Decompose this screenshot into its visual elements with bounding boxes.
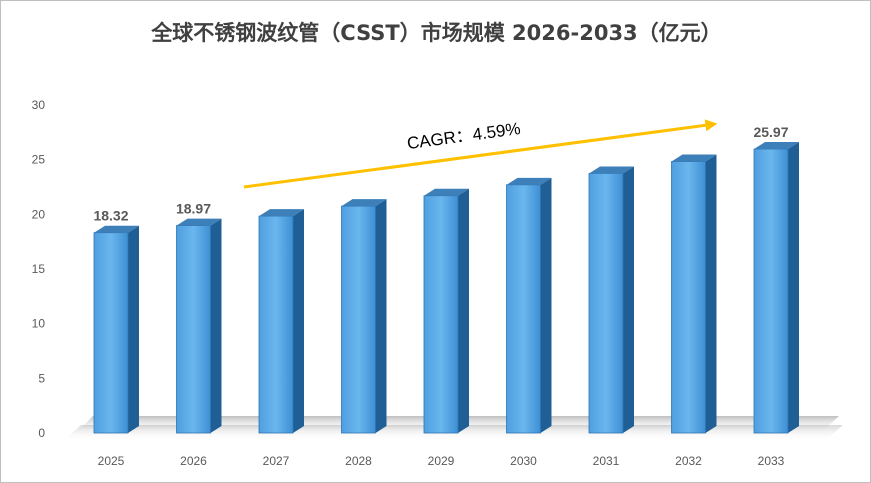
bar-2026: [176, 218, 222, 434]
cagr-arrow: [243, 119, 718, 189]
x-tick-label: 2028: [345, 454, 372, 468]
x-tick-label: 2030: [510, 454, 537, 468]
bar-side: [623, 166, 634, 433]
x-tick-label: 2029: [428, 454, 455, 468]
chart-title: 全球不锈钢波纹管（CSST）市场规模 2026-2033（亿元）: [151, 21, 722, 45]
y-tick-label: 20: [32, 207, 46, 221]
bar-2032: [671, 154, 717, 434]
bar-top: [506, 177, 552, 185]
bar-front: [93, 232, 129, 434]
y-tick-label: 25: [32, 153, 46, 167]
y-tick-label: 15: [32, 262, 46, 276]
bar-front: [506, 184, 541, 434]
bar-top: [589, 166, 634, 174]
cagr-label: CAGR：4.59%: [406, 119, 522, 153]
x-tick-label: 2027: [263, 454, 290, 468]
bar-front: [258, 215, 294, 434]
data-label-2026: 18.97: [176, 201, 211, 217]
bar-front: [671, 161, 706, 434]
y-tick-label: 30: [32, 98, 46, 112]
bar-2025: [93, 225, 139, 434]
bar-side: [375, 199, 387, 433]
bar-side: [458, 188, 469, 433]
bar-front: [341, 205, 376, 434]
bar-top: [754, 142, 799, 150]
bar-2028: [341, 199, 387, 434]
x-tick-label: 2026: [180, 454, 207, 468]
bar-front: [588, 173, 624, 434]
y-tick-label: 10: [32, 317, 46, 331]
bar-top: [259, 209, 304, 217]
bar-2027: [258, 209, 304, 434]
bar-side: [705, 154, 717, 433]
bar-front: [176, 225, 211, 434]
bar-side: [128, 225, 139, 433]
bar-2029: [423, 188, 469, 434]
bar-top: [671, 154, 717, 162]
bar-side: [210, 218, 222, 433]
bar-top: [94, 225, 139, 233]
bar-front: [423, 195, 459, 434]
bar-2033: [753, 142, 799, 434]
bar-side: [788, 142, 799, 433]
bar-2030: [506, 177, 552, 434]
bar-front: [753, 148, 789, 434]
bar-top: [424, 188, 469, 196]
y-tick-label: 5: [38, 371, 45, 385]
x-tick-label: 2025: [98, 454, 125, 468]
x-tick-label: 2032: [675, 454, 702, 468]
bar-top: [176, 218, 222, 226]
data-label-2033: 25.97: [753, 124, 788, 140]
data-label-2025: 18.32: [93, 208, 128, 224]
y-tick-label: 0: [38, 426, 45, 440]
bar-2031: [588, 166, 634, 434]
x-tick-label: 2033: [758, 454, 785, 468]
bar-side: [293, 209, 304, 433]
bar-side: [540, 177, 552, 433]
bar-top: [341, 199, 387, 207]
x-tick-label: 2031: [593, 454, 620, 468]
